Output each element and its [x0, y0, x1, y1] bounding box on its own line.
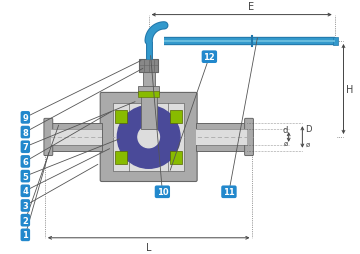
- Bar: [51, 130, 102, 145]
- Text: 10: 10: [157, 187, 168, 197]
- Bar: [113, 103, 184, 171]
- Text: H: H: [346, 85, 354, 94]
- Circle shape: [117, 106, 180, 169]
- Text: L: L: [146, 242, 152, 252]
- Bar: [51, 124, 102, 151]
- Bar: [196, 130, 247, 145]
- Bar: [333, 38, 338, 46]
- Bar: [116, 151, 127, 165]
- Bar: [138, 92, 159, 98]
- Text: 11: 11: [223, 187, 235, 197]
- Text: ø: ø: [283, 140, 288, 146]
- Text: E: E: [248, 2, 255, 12]
- Bar: [170, 110, 182, 124]
- Bar: [138, 87, 159, 94]
- Bar: [116, 110, 127, 124]
- FancyBboxPatch shape: [44, 119, 53, 156]
- Bar: [139, 59, 158, 73]
- Text: 3: 3: [22, 201, 28, 210]
- Text: 5: 5: [22, 172, 28, 181]
- Text: 4: 4: [22, 186, 28, 196]
- Text: 12: 12: [203, 53, 215, 62]
- Text: 1: 1: [22, 230, 28, 240]
- Text: 6: 6: [22, 157, 28, 166]
- Circle shape: [138, 127, 159, 148]
- Bar: [143, 73, 154, 87]
- Text: d: d: [282, 125, 288, 134]
- FancyBboxPatch shape: [244, 119, 253, 156]
- Text: D: D: [305, 124, 312, 134]
- Text: 2: 2: [22, 216, 28, 225]
- FancyBboxPatch shape: [100, 93, 197, 182]
- Text: 7: 7: [22, 143, 28, 152]
- Bar: [170, 151, 182, 165]
- Text: ø: ø: [305, 141, 310, 147]
- Bar: [196, 124, 247, 151]
- Text: 8: 8: [22, 128, 28, 137]
- Text: 9: 9: [22, 114, 28, 122]
- Bar: [141, 94, 157, 130]
